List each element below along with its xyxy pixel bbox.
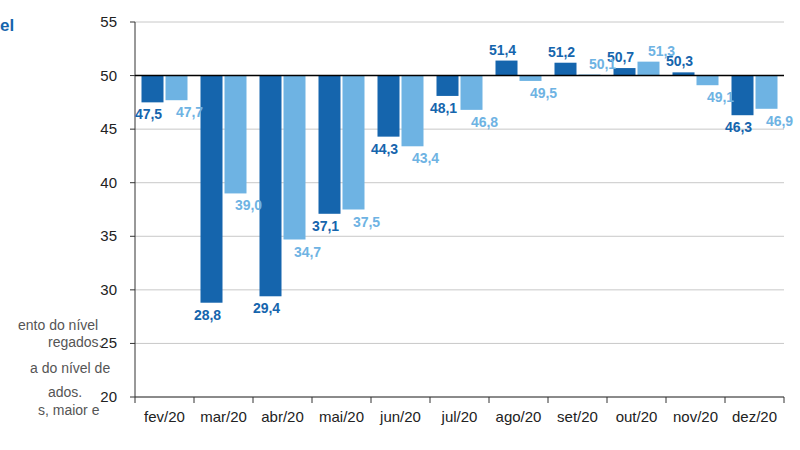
category-separator (607, 397, 608, 403)
tick-label: 55 (100, 13, 117, 30)
chart: el ento do nívelregados. a do nível de ados… (0, 0, 800, 450)
category-separator (135, 397, 136, 403)
bar (638, 62, 660, 76)
annotation: s, maior e (38, 402, 100, 418)
bar (343, 76, 365, 210)
grid-line (135, 236, 784, 237)
category-separator (194, 397, 195, 403)
data-label: 51,4 (489, 42, 516, 58)
bar (732, 76, 754, 116)
tick-mark (130, 182, 135, 183)
category-label: abr/20 (261, 408, 304, 425)
data-label: 29,4 (253, 300, 280, 316)
category-label: mai/20 (319, 408, 364, 425)
category-label: out/20 (616, 408, 658, 425)
category-separator (371, 397, 372, 403)
category-separator (312, 397, 313, 403)
bar (225, 76, 247, 194)
bar (142, 76, 164, 103)
category-separator (784, 397, 785, 403)
data-label: 47,7 (176, 104, 203, 120)
grid-line (135, 343, 784, 344)
data-label: 46,9 (766, 113, 793, 129)
tick-label: 35 (100, 227, 117, 244)
grid-line (135, 397, 784, 398)
data-label: 47,5 (135, 106, 162, 122)
tick-mark (130, 343, 135, 344)
grid-line (135, 289, 784, 290)
bar (437, 76, 459, 96)
category-separator (489, 397, 490, 403)
data-label: 37,1 (312, 218, 339, 234)
tick-mark (130, 129, 135, 130)
baseline (135, 75, 784, 77)
data-label: 50,1 (589, 56, 616, 72)
data-label: 46,3 (725, 119, 752, 135)
category-separator (430, 397, 431, 403)
annotation: a do nível de (30, 360, 110, 376)
bar (461, 76, 483, 110)
category-label: jul/20 (441, 408, 478, 425)
grid-line (135, 22, 784, 23)
data-label: 46,8 (471, 114, 498, 130)
data-label: 49,5 (530, 85, 557, 101)
data-label: 51,3 (648, 43, 675, 59)
bar (520, 76, 542, 81)
bar (166, 76, 188, 101)
data-label: 34,7 (294, 244, 321, 260)
bar (378, 76, 400, 137)
data-label: 48,1 (430, 100, 457, 116)
tick-mark (130, 397, 135, 398)
data-label: 37,5 (353, 214, 380, 230)
tick-label: 40 (100, 174, 117, 191)
category-label: dez/20 (732, 408, 777, 425)
category-separator (253, 397, 254, 403)
category-label: set/20 (557, 408, 598, 425)
category-separator (666, 397, 667, 403)
bar (260, 76, 282, 297)
tick-mark (130, 289, 135, 290)
data-label: 39,0 (235, 197, 262, 213)
bar (319, 76, 341, 214)
y-axis (135, 22, 136, 397)
data-label: 49,1 (707, 89, 734, 105)
category-separator (725, 397, 726, 403)
tick-label: 45 (100, 120, 117, 137)
tick-label: 50 (100, 67, 117, 84)
title: el (0, 16, 14, 35)
data-label: 44,3 (371, 141, 398, 157)
bar (756, 76, 778, 109)
bar (284, 76, 306, 240)
bar (555, 63, 577, 76)
bar (496, 61, 518, 76)
category-label: nov/20 (673, 408, 718, 425)
bars (142, 61, 778, 303)
annotation: ados. (48, 384, 82, 400)
annotation: regados. (48, 334, 102, 350)
data-label: 28,8 (194, 307, 221, 323)
x-axis (135, 397, 784, 398)
tick-mark (130, 75, 135, 76)
annotation: ento do nível (18, 317, 98, 333)
tick-label: 30 (100, 281, 117, 298)
grid-line (135, 75, 784, 76)
data-label: 51,2 (548, 44, 575, 60)
tick-label: 25 (100, 334, 117, 351)
bar (614, 68, 636, 76)
category-separator (548, 397, 549, 403)
data-label: 43,4 (412, 150, 439, 166)
tick-mark (130, 236, 135, 237)
bar (697, 76, 719, 86)
category-label: mar/20 (200, 408, 247, 425)
bar (201, 76, 223, 303)
tick-label: 20 (100, 388, 117, 405)
category-label: ago/20 (496, 408, 542, 425)
category-label: fev/20 (144, 408, 185, 425)
bar (402, 76, 424, 147)
category-label: jun/20 (379, 408, 421, 425)
tick-mark (130, 22, 135, 23)
